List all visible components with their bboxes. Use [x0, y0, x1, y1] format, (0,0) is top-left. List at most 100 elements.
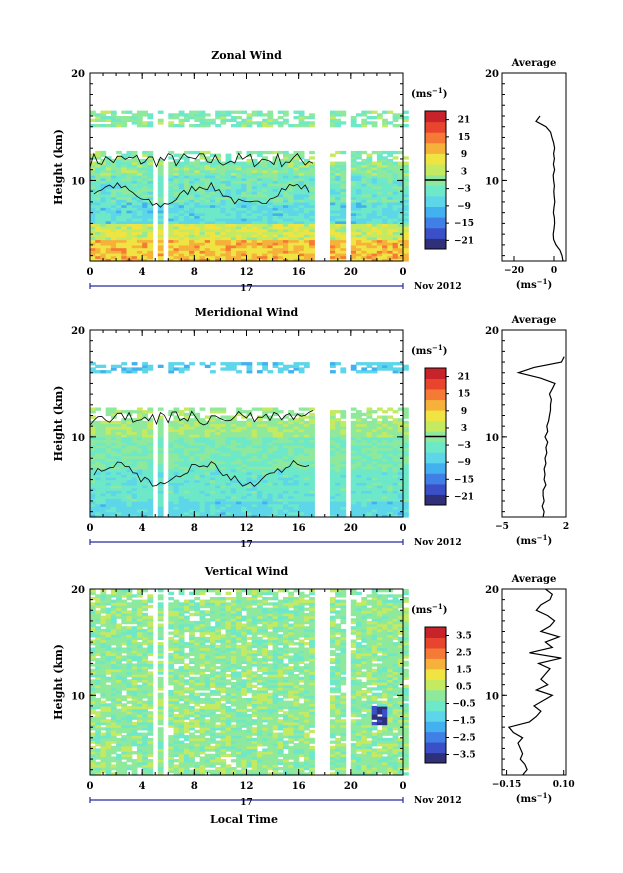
heatmap-cell: [136, 169, 143, 173]
heatmap-cell: [371, 191, 378, 195]
heatmap-cell: [251, 220, 258, 224]
heatmap-cell: [403, 172, 409, 176]
heatmap-cell: [236, 442, 242, 446]
heatmap-cell: [230, 501, 237, 505]
heatmap-cell: [215, 468, 221, 473]
heatmap-cell: [335, 150, 341, 155]
heatmap-cell: [157, 223, 164, 227]
heatmap-cell: [126, 169, 133, 173]
heatmap-cell: [330, 193, 336, 198]
heatmap-cell: [105, 180, 112, 184]
heatmap-cell: [131, 242, 138, 246]
heatmap-cell: [105, 193, 112, 198]
heatmap-cell: [210, 199, 216, 203]
heatmap-cell: [225, 415, 232, 419]
heatmap-cell: [199, 228, 206, 233]
heatmap-cell: [376, 196, 383, 200]
heatmap-cell: [157, 167, 164, 171]
heatmap-cell: [277, 362, 284, 366]
heatmap-cell: [392, 466, 399, 470]
heatmap-cell: [272, 423, 279, 427]
heatmap-cell: [116, 476, 122, 481]
heatmap-cell: [100, 255, 107, 259]
heatmap-cell: [121, 118, 128, 122]
heatmap-cell: [95, 364, 101, 368]
heatmap-cell: [366, 250, 373, 254]
heatmap-cell: [241, 177, 248, 181]
heatmap-cell: [168, 367, 175, 371]
day-label: 17: [240, 284, 253, 294]
heatmap-cell: [189, 511, 195, 515]
heatmap-cell: [136, 468, 143, 473]
heatmap-cell: [366, 503, 373, 507]
heatmap-cell: [303, 244, 310, 249]
heatmap-cell: [288, 442, 294, 446]
heatmap-cell: [303, 169, 310, 173]
heatmap-cell: [366, 234, 373, 238]
heatmap-cell: [142, 501, 148, 505]
heatmap-cell: [142, 191, 148, 195]
heatmap-cell: [194, 220, 201, 224]
heatmap-cell: [189, 468, 195, 473]
heatmap-cell: [131, 175, 138, 179]
heatmap-cell: [126, 367, 133, 371]
heatmap-cell: [126, 175, 133, 179]
heatmap-cell: [309, 164, 315, 168]
heatmap-cell: [309, 476, 315, 481]
heatmap-cell: [173, 439, 180, 443]
heatmap-cell: [251, 177, 258, 181]
heatmap-cell: [298, 482, 305, 486]
heatmap-cell: [204, 490, 211, 494]
heatmap-cell: [251, 226, 258, 230]
heatmap-cell: [236, 231, 242, 235]
heatmap-cell: [262, 113, 268, 117]
heatmap-cell: [272, 212, 279, 216]
heatmap-cell: [157, 228, 164, 233]
heatmap-cell: [204, 193, 211, 198]
heatmap-cell: [256, 242, 263, 246]
heatmap-cell: [183, 423, 190, 427]
heatmap-cell: [241, 498, 248, 502]
heatmap-cell: [371, 455, 378, 459]
heatmap-cell: [288, 191, 294, 195]
heatmap-cell: [397, 199, 404, 203]
heatmap-cell: [199, 498, 206, 502]
x-tick-label: 20: [344, 267, 358, 278]
heatmap-cell: [110, 167, 117, 171]
heatmap-cell: [210, 444, 216, 449]
heatmap-cell: [303, 428, 310, 433]
heatmap-cell: [366, 495, 373, 499]
heatmap-cell: [220, 495, 227, 499]
heatmap-cell: [210, 415, 216, 419]
heatmap-cell: [142, 210, 148, 214]
heatmap-cell: [288, 410, 294, 414]
heatmap-cell: [236, 450, 242, 454]
heatmap-cell: [241, 124, 248, 128]
heatmap-cell: [340, 252, 347, 257]
heatmap-cell: [267, 501, 274, 505]
heatmap-cell: [382, 247, 388, 251]
heatmap-cell: [157, 234, 164, 238]
heatmap-cell: [403, 364, 409, 368]
heatmap-cell: [241, 423, 248, 427]
heatmap-cells: [90, 362, 409, 518]
heatmap-cell: [183, 169, 190, 173]
heatmap-cell: [215, 255, 221, 259]
heatmap-cell: [110, 503, 117, 507]
heatmap-cell: [157, 226, 164, 230]
heatmap-cell: [241, 175, 248, 179]
heatmap-cell: [293, 156, 300, 160]
heatmap-cell: [262, 490, 268, 494]
heatmap-cell: [288, 364, 294, 368]
heatmap-cell: [283, 468, 289, 473]
heatmap-cell: [126, 370, 133, 374]
heatmap-cell: [236, 180, 242, 184]
heatmap-cell: [100, 185, 107, 190]
heatmap-cell: [283, 252, 289, 257]
heatmap-cell: [397, 431, 404, 435]
heatmap-cell: [277, 490, 284, 494]
heatmap-cell: [262, 493, 268, 497]
heatmap-cell: [376, 498, 383, 502]
heatmap-cell: [136, 220, 143, 224]
